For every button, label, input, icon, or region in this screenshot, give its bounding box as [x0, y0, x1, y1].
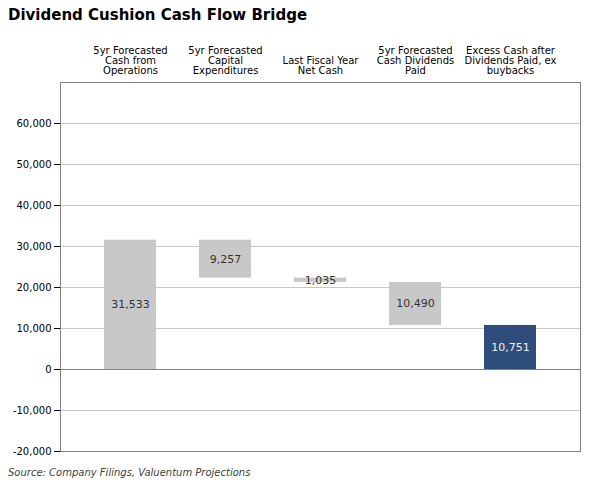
svg-text:20,000: 20,000	[17, 282, 52, 293]
svg-text:50,000: 50,000	[17, 159, 52, 170]
svg-text:10,490: 10,490	[396, 297, 435, 310]
svg-text:5yr ForecastedCash fromOperati: 5yr ForecastedCash fromOperations	[93, 45, 167, 76]
svg-text:31,533: 31,533	[111, 298, 150, 311]
html-text:Source: Company Filings, Value: Source: Company Filings, Valuentum Proje…	[8, 467, 251, 478]
svg-text:10,000: 10,000	[17, 323, 52, 334]
svg-text:5yr ForecastedCash DividendsPa: 5yr ForecastedCash DividendsPaid	[377, 45, 454, 76]
svg-text:-20,000: -20,000	[13, 446, 52, 457]
svg-text:9,257: 9,257	[210, 253, 242, 266]
svg-text:5yr ForecastedCapitalExpenditu: 5yr ForecastedCapitalExpenditures	[188, 45, 262, 76]
svg-text:Excess Cash afterDividends Pai: Excess Cash afterDividends Paid, exbuyba…	[465, 45, 557, 76]
svg-text:1,035: 1,035	[305, 274, 337, 287]
svg-text:40,000: 40,000	[17, 200, 52, 211]
svg-text:60,000: 60,000	[17, 118, 52, 129]
svg-text:30,000: 30,000	[17, 241, 52, 252]
svg-text:-10,000: -10,000	[13, 405, 52, 416]
svg-text:Last Fiscal YearNet Cash: Last Fiscal YearNet Cash	[283, 55, 360, 76]
html-text:Dividend Cushion Cash Flow Bri: Dividend Cushion Cash Flow Bridge	[8, 6, 308, 24]
svg-text:10,751: 10,751	[491, 341, 530, 354]
svg-text:0: 0	[45, 364, 51, 375]
